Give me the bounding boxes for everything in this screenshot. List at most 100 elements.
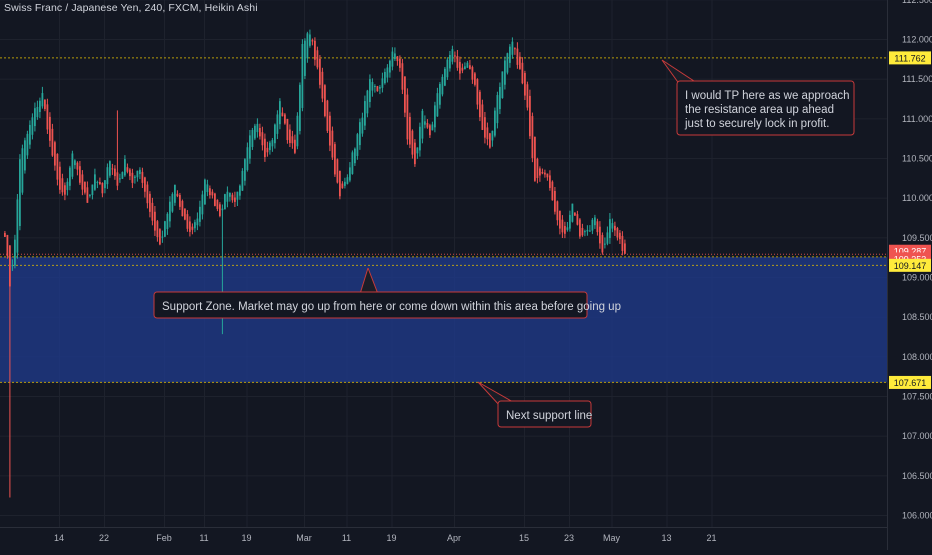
candle-body	[346, 177, 349, 184]
price-axis-label: 109.000	[902, 273, 932, 283]
candle-body	[306, 33, 309, 59]
candle-body	[619, 232, 621, 240]
candle-body	[39, 100, 41, 113]
candle-body	[154, 211, 156, 231]
candle-body	[206, 184, 209, 193]
candle-body	[544, 172, 546, 175]
candle-body	[499, 86, 501, 110]
candle-body	[189, 221, 191, 232]
candle-body	[401, 63, 404, 90]
candle-body	[341, 183, 344, 189]
candle-body	[89, 194, 91, 196]
price-tag-bg	[889, 258, 931, 272]
candle-body	[69, 167, 71, 186]
candle-body	[444, 68, 446, 86]
candle-body	[484, 117, 486, 138]
candle-body	[616, 228, 619, 238]
candle-body	[371, 82, 374, 91]
candle-body	[454, 55, 456, 57]
candle-body	[66, 181, 69, 190]
candle-body	[141, 171, 144, 183]
candle-body	[79, 166, 81, 183]
candles	[4, 29, 626, 498]
candle-body	[329, 115, 331, 146]
symbol-title: Swiss Franc / Japanese Yen, 240, FXCM, H…	[4, 2, 258, 14]
annotations: I would TP here as we approach the resist…	[153, 59, 855, 428]
candle-body	[394, 53, 396, 60]
price-tag-label: 109.287	[894, 247, 927, 257]
candle-body	[119, 178, 121, 180]
candle-body	[6, 234, 9, 257]
candle-body	[186, 214, 189, 229]
candle-body	[469, 65, 471, 69]
candle-body	[536, 158, 539, 178]
candle-body	[589, 230, 591, 232]
candle-body	[396, 56, 399, 62]
candle-body	[494, 110, 496, 136]
candle-body	[249, 135, 251, 159]
price-axis-label: 112.500	[902, 0, 932, 5]
candle-body	[506, 53, 509, 73]
candle-body	[479, 91, 481, 118]
candle-body	[379, 87, 381, 89]
candle-body	[466, 62, 469, 68]
price-axis[interactable]: 112.500 112.000 111.500 111.000 110.500 110.0…	[902, 0, 932, 521]
candle-body	[391, 51, 394, 67]
candle-body	[234, 197, 236, 202]
candle-body	[349, 167, 351, 181]
candle-body	[459, 61, 461, 74]
candle-body	[196, 218, 199, 226]
candle-body	[244, 159, 246, 181]
candle-body	[564, 226, 566, 234]
candle-body	[11, 265, 14, 267]
candle-body	[256, 123, 259, 133]
candle-body	[286, 118, 289, 141]
candle-body	[126, 167, 129, 172]
candle-body	[311, 40, 314, 42]
candle-body	[429, 125, 431, 136]
candle-body	[511, 41, 514, 55]
candle-body	[486, 127, 489, 140]
candle-body	[621, 235, 624, 251]
candle-body	[204, 179, 206, 205]
candle-body	[259, 128, 261, 137]
time-axis-label: Apr	[447, 533, 461, 543]
price-tag-bg	[889, 51, 931, 65]
price-axis-label: 108.500	[902, 312, 932, 322]
candle-body	[209, 188, 211, 196]
time-axis[interactable]: 14 22 Feb 11 19 Mar 11 19 Apr 15 23 May 13 21	[54, 533, 717, 543]
candle-body	[301, 43, 304, 108]
time-axis-label: 21	[706, 533, 716, 543]
candle-body	[529, 95, 531, 137]
candle-body	[139, 169, 141, 175]
candle-body	[46, 104, 49, 130]
candle-body	[254, 125, 256, 139]
candle-body	[96, 181, 99, 183]
support-zone	[0, 256, 887, 383]
candle-body	[411, 130, 414, 155]
candle-body	[281, 112, 284, 117]
candle-body	[291, 136, 294, 144]
candle-body	[14, 239, 16, 266]
candle-body	[514, 48, 516, 50]
candle-body	[461, 67, 464, 71]
candle-body	[184, 208, 186, 220]
candle-body	[131, 172, 134, 183]
next-support-note-box	[497, 400, 592, 428]
candle-body	[439, 83, 441, 105]
candle-body	[421, 110, 424, 139]
candle-body	[384, 71, 386, 84]
price-tag-resistance: 111.762	[889, 51, 931, 65]
candle-body	[121, 172, 124, 179]
candle-body	[389, 60, 391, 73]
candle-body	[296, 115, 299, 147]
candle-body	[526, 84, 529, 108]
candle-body	[521, 62, 524, 84]
candle-body	[366, 90, 369, 114]
candle-body	[609, 219, 611, 239]
candle-body	[436, 93, 439, 117]
candle-body	[116, 172, 119, 186]
